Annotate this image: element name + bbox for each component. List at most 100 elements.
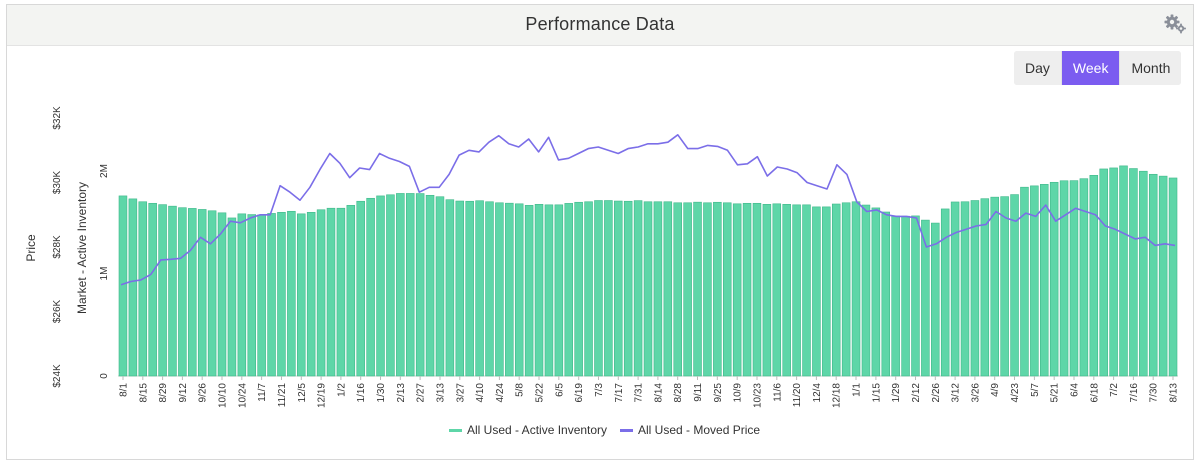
inventory-bar[interactable] (703, 202, 712, 377)
inventory-bar[interactable] (346, 205, 356, 377)
inventory-bar[interactable] (722, 202, 732, 377)
inventory-bar[interactable] (168, 205, 177, 377)
inventory-bar[interactable] (633, 200, 643, 377)
inventory-bar[interactable] (623, 200, 633, 377)
legend-label-inventory[interactable]: All Used - Active Inventory (467, 423, 607, 437)
inventory-bar[interactable] (1129, 168, 1138, 377)
inventory-bar[interactable] (534, 204, 544, 377)
inventory-bar[interactable] (1089, 175, 1099, 377)
inventory-bar[interactable] (1010, 194, 1019, 377)
inventory-bar[interactable] (693, 201, 702, 377)
inventory-bar[interactable] (990, 196, 999, 377)
inventory-bar[interactable] (931, 222, 940, 377)
inventory-bar[interactable] (1079, 178, 1089, 377)
inventory-bar[interactable] (762, 204, 772, 377)
price-line[interactable] (120, 134, 1176, 286)
inventory-bar[interactable] (901, 215, 910, 377)
inventory-bar[interactable] (891, 215, 900, 377)
inventory-bar[interactable] (118, 195, 128, 377)
inventory-bar[interactable] (1148, 173, 1158, 377)
day-button[interactable]: Day (1014, 51, 1061, 85)
inventory-bar[interactable] (326, 207, 336, 377)
inventory-bar[interactable] (564, 203, 573, 377)
inventory-bar[interactable] (861, 204, 871, 377)
inventory-bar[interactable] (713, 201, 722, 377)
week-button[interactable]: Week (1060, 51, 1120, 85)
inventory-bar[interactable] (752, 202, 762, 377)
inventory-bar[interactable] (683, 202, 692, 377)
inventory-bar[interactable] (267, 213, 276, 377)
inventory-bar[interactable] (1158, 175, 1168, 377)
inventory-bar[interactable] (980, 198, 990, 377)
inventory-bar[interactable] (614, 200, 623, 377)
inventory-bar[interactable] (336, 207, 346, 377)
inventory-bar[interactable] (207, 210, 217, 377)
inventory-bar[interactable] (297, 213, 306, 377)
inventory-bar[interactable] (1139, 170, 1148, 377)
inventory-bar[interactable] (1168, 177, 1178, 377)
inventory-bar[interactable] (960, 201, 970, 377)
inventory-bar[interactable] (1109, 167, 1118, 377)
inventory-bar[interactable] (1059, 180, 1069, 377)
inventory-bar[interactable] (138, 201, 148, 377)
inventory-bar[interactable] (128, 198, 138, 377)
inventory-bar[interactable] (396, 193, 405, 377)
inventory-bar[interactable] (425, 194, 435, 377)
inventory-bar[interactable] (405, 193, 415, 377)
inventory-bar[interactable] (455, 200, 465, 377)
inventory-bar[interactable] (188, 208, 197, 377)
inventory-bar[interactable] (673, 202, 682, 377)
inventory-bar[interactable] (158, 204, 167, 377)
inventory-bar[interactable] (822, 206, 831, 377)
inventory-bar[interactable] (1119, 165, 1128, 377)
inventory-bar[interactable] (1049, 181, 1059, 377)
inventory-bar[interactable] (950, 201, 960, 377)
inventory-bar[interactable] (574, 201, 583, 377)
inventory-bar[interactable] (435, 196, 445, 377)
inventory-bar[interactable] (554, 204, 564, 377)
inventory-bar[interactable] (376, 195, 385, 377)
inventory-bar[interactable] (237, 213, 247, 377)
inventory-bar[interactable] (257, 214, 266, 377)
inventory-bar[interactable] (356, 200, 365, 377)
inventory-bar[interactable] (604, 200, 613, 377)
inventory-bar[interactable] (505, 202, 514, 377)
inventory-bar[interactable] (792, 204, 801, 377)
inventory-bar[interactable] (911, 215, 920, 377)
inventory-bar[interactable] (742, 202, 752, 377)
inventory-bar[interactable] (287, 210, 296, 377)
inventory-bar[interactable] (921, 219, 930, 377)
inventory-bar[interactable] (871, 207, 881, 377)
inventory-bar[interactable] (584, 201, 593, 377)
inventory-bar[interactable] (653, 201, 663, 377)
inventory-bar[interactable] (594, 200, 603, 377)
inventory-bar[interactable] (366, 197, 375, 377)
inventory-bar[interactable] (415, 193, 425, 377)
inventory-bar[interactable] (247, 214, 256, 377)
inventory-bar[interactable] (148, 202, 157, 377)
inventory-bar[interactable] (841, 202, 851, 377)
inventory-bar[interactable] (197, 209, 207, 377)
inventory-bar[interactable] (881, 211, 891, 377)
inventory-bar[interactable] (782, 204, 791, 377)
inventory-bar[interactable] (217, 212, 227, 377)
inventory-bar[interactable] (812, 206, 821, 377)
inventory-bar[interactable] (514, 203, 524, 377)
legend-label-price[interactable]: All Used - Moved Price (638, 423, 760, 437)
inventory-bar[interactable] (485, 201, 494, 377)
inventory-bar[interactable] (831, 203, 841, 377)
inventory-bar[interactable] (227, 217, 237, 377)
inventory-bar[interactable] (445, 199, 455, 377)
inventory-bar[interactable] (772, 203, 782, 377)
inventory-bar[interactable] (524, 205, 534, 377)
inventory-bar[interactable] (178, 207, 187, 377)
inventory-bar[interactable] (495, 202, 504, 377)
inventory-bar[interactable] (732, 203, 742, 377)
gears-icon[interactable] (1163, 13, 1187, 35)
inventory-bar[interactable] (1000, 196, 1009, 377)
inventory-bar[interactable] (1020, 186, 1029, 377)
inventory-bar[interactable] (277, 212, 286, 377)
inventory-bar[interactable] (663, 201, 673, 377)
inventory-bar[interactable] (851, 201, 861, 377)
inventory-bar[interactable] (1099, 168, 1108, 377)
